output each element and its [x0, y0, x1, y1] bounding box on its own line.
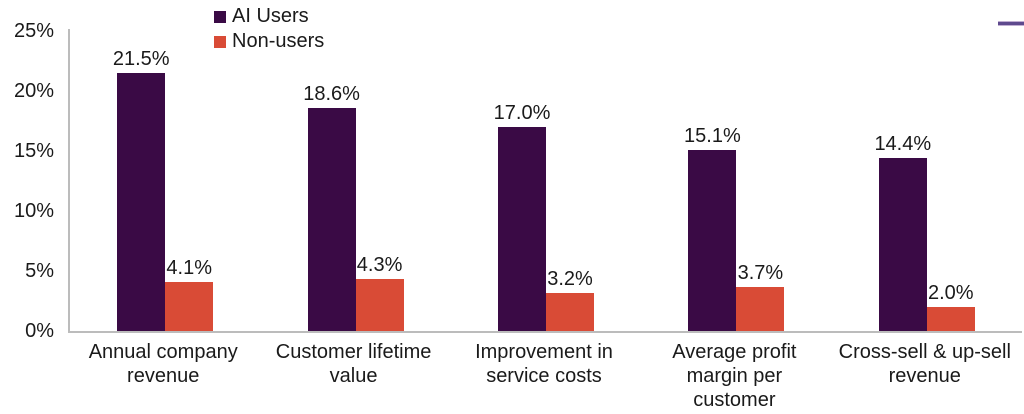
legend-swatch-non-users — [214, 35, 226, 48]
category-label-1: Customer lifetime value — [275, 341, 432, 387]
y-tick-label: 25% — [13, 20, 54, 42]
value-label-non-users-3: 3.7% — [737, 261, 784, 284]
bar-ai-users-4 — [878, 158, 927, 331]
bar-ai-users-3 — [688, 149, 737, 331]
bar-non-users-4 — [926, 307, 975, 331]
value-label-ai-users-3: 15.1% — [684, 124, 741, 147]
y-axis: 0% 5% 10% 15% 20% 25% — [0, 0, 58, 414]
bar-non-users-0 — [165, 281, 214, 331]
legend-label-non-users: Non-users — [232, 30, 325, 52]
category-label-3: Average profit margin per customer — [672, 341, 797, 411]
category-label-4: Cross-sell & up-sell revenue — [838, 341, 1011, 387]
y-tick-label: 10% — [13, 200, 54, 222]
y-tick-label: 5% — [25, 260, 54, 282]
legend-item-ai-users: AI Users — [214, 4, 324, 29]
y-tick-label: 0% — [25, 320, 54, 342]
value-label-ai-users-1: 18.6% — [303, 82, 360, 105]
bar-ai-users-0 — [117, 73, 166, 331]
legend: AI Users Non-users — [214, 4, 324, 54]
value-label-non-users-0: 4.1% — [166, 256, 212, 279]
legend-swatch-ai-users — [214, 10, 226, 23]
bar-non-users-2 — [546, 292, 594, 331]
bar-non-users-3 — [736, 286, 785, 331]
value-label-ai-users-0: 21.5% — [112, 48, 170, 70]
value-label-non-users-2: 3.2% — [547, 267, 593, 290]
category-label-0: Annual company revenue — [88, 341, 238, 387]
value-label-non-users-4: 2.0% — [928, 282, 974, 304]
value-label-ai-users-4: 14.4% — [874, 133, 932, 156]
category-label-2: Improvement in service costs — [475, 341, 613, 387]
bar-non-users-1 — [355, 279, 404, 331]
y-tick-label: 20% — [13, 80, 54, 102]
legend-label-ai-users: AI Users — [232, 5, 309, 27]
plot-area: 21.5% 4.1% 18.6% 4.3% 17.0% 3.2% 15.1% 3.7% 14.4… — [68, 29, 1022, 333]
y-tick-label: 15% — [13, 140, 54, 162]
legend-item-non-users: Non-users — [214, 29, 324, 54]
bar-ai-users-1 — [307, 107, 356, 331]
value-label-ai-users-2: 17.0% — [493, 102, 551, 124]
bar-ai-users-2 — [498, 127, 546, 331]
accent-line — [998, 21, 1024, 26]
value-label-non-users-1: 4.3% — [356, 254, 403, 277]
